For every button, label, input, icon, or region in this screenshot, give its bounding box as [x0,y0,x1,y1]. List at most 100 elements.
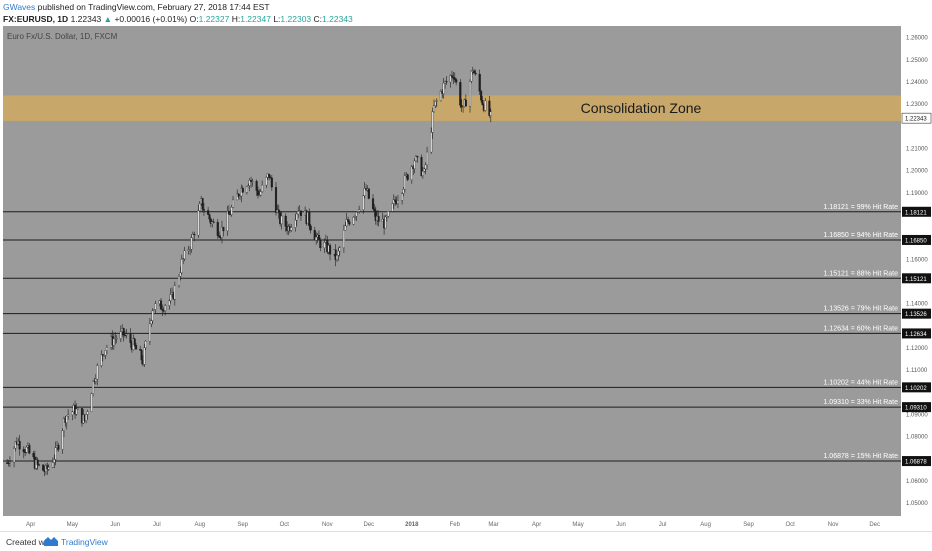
x-tick-label: Oct [785,522,795,528]
candle-body [319,239,322,249]
published-text: published on TradingView.com, February 2… [37,2,270,12]
x-tick-label: Aug [700,522,711,528]
candle-body [191,234,194,238]
candle-body [51,462,54,468]
candle-body [62,418,66,431]
candle-body [54,447,57,460]
candle-body [442,82,445,94]
candle-body [209,218,212,224]
candle-body [222,226,225,232]
level-annotation: 1.10202 = 44% Hit Rate [823,379,898,386]
last-price-tag-label: 1.22343 [905,117,927,123]
y-tick-label: 1.11000 [906,368,928,374]
y-tick-label: 1.08000 [906,435,928,441]
symbol-info: FX:EURUSD, 1D 1.22343 ▲ +0.00016 (+0.01%… [3,14,353,24]
candle-body [47,467,50,470]
candle-body [169,294,172,301]
x-tick-label: May [67,522,78,528]
time-axis-bg [3,516,901,531]
candle-body [337,250,340,256]
candle-body [85,414,88,421]
candle-body [270,177,273,188]
candle-body [402,188,405,194]
level-price-tag [902,206,931,217]
candle-body [274,187,278,213]
y-tick-label: 1.20000 [906,169,928,175]
candles-layer [6,66,492,477]
candle-body [460,105,463,108]
level-price-tag [902,308,931,319]
candle-body [250,179,253,182]
x-tick-label: Mar [488,522,498,528]
price-axis-bg [901,26,932,516]
high-value: 1.22347 [240,14,271,24]
candle-body [103,355,106,357]
level-price-tag [902,234,931,245]
price-axis[interactable]: 1.26000 1.25000 1.24000 1.23000 1.21000 1.200… [901,36,932,508]
last-price: 1.22343 [70,14,102,24]
level-price-tag-label: 1.18121 [905,210,927,216]
candle-body [478,73,481,92]
candle-body [201,198,204,210]
candle-body [434,101,437,106]
candle-body [373,208,376,212]
candle-body [251,180,254,183]
candle-body [42,464,45,471]
candle-body [342,229,345,249]
consolidation-zone [3,95,901,121]
candle-body [150,320,153,325]
candle-body [347,219,350,222]
candle-body [414,156,418,162]
y-tick-label: 1.05000 [906,501,928,507]
candle-body [480,91,483,101]
candle-body [238,195,242,197]
level-annotation: 1.16850 = 94% Hit Rate [823,232,898,239]
candle-body [317,234,321,240]
candle-body [424,164,427,170]
chart-title: Euro Fx/U.S. Dollar, 1D, FXCM [7,32,118,41]
candle-body [459,82,462,106]
candle-body [258,194,261,196]
candle-body [218,235,221,238]
time-axis[interactable]: Apr May Jun Jul Aug Sep Oct Nov Dec 2018 Feb Mar Apr… [26,522,880,528]
open-label: O: [189,14,199,24]
level-price-tag-label: 1.09310 [905,406,927,412]
candle-body [255,180,258,191]
candle-body [122,328,125,336]
x-tick-label: Sep [743,522,754,528]
candle-body [216,221,219,236]
tradingview-logo-icon[interactable] [44,536,58,546]
candle-body [125,333,128,336]
x-tick-label: Dec [869,522,880,528]
candle-body [18,440,21,450]
candle-body [71,411,74,416]
candle-body [129,333,132,344]
price-chart[interactable]: Euro Fx/U.S. Dollar, 1D, FXCM Consolidat… [0,26,932,531]
candle-body [212,221,215,223]
open-value: 1.22327 [198,14,230,24]
candle-body [119,331,122,339]
candle-body [133,338,136,346]
tradingview-brand-link[interactable]: TradingView [61,537,108,547]
level-price-tag [902,273,931,284]
candle-body [474,72,477,75]
candle-body [227,211,230,215]
x-tick-label: Apr [26,522,35,528]
candle-body [385,216,388,218]
author-link[interactable]: GWaves [3,2,36,12]
x-tick-label: Sep [237,522,248,528]
candle-body [489,111,492,116]
candle-body [241,187,244,193]
candle-body [179,272,182,277]
y-tick-label: 1.26000 [906,36,928,42]
level-price-tag-label: 1.06878 [905,460,927,466]
x-tick-label: Jun [110,522,120,528]
candle-body [449,75,452,83]
candle-body [384,216,387,229]
candle-body [363,188,366,196]
candle-body [420,157,423,177]
candle-body [28,445,31,454]
candle-body [394,199,397,202]
candle-body [148,323,151,342]
candle-body [435,100,438,102]
